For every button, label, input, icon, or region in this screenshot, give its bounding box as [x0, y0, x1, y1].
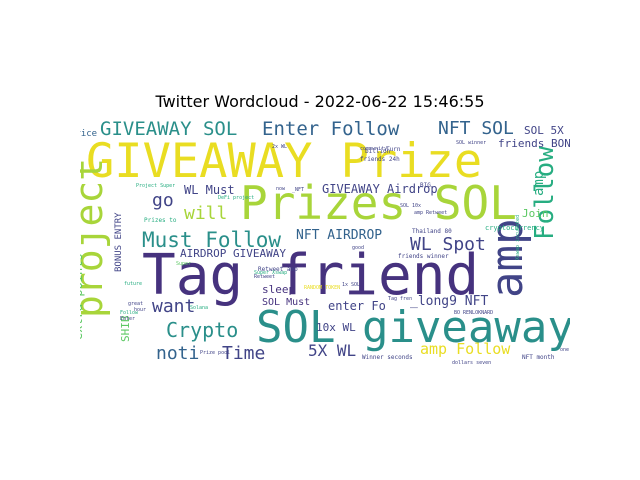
cloud-word: community [360, 146, 388, 152]
cloud-word: NFT month [522, 354, 555, 361]
cloud-word: Winner seconds [362, 354, 413, 361]
cloud-word: friends 24h [360, 156, 400, 163]
cloud-word: WL Must [184, 183, 235, 197]
cloud-word: cryptocurrency [485, 224, 545, 232]
cloud-word: NFT AIRDROP [296, 228, 383, 243]
cloud-word: SOL giveaway [256, 302, 570, 353]
cloud-word: noti [156, 343, 200, 364]
cloud-word: GIVEAWAY Prize [86, 134, 483, 189]
cloud-word: hour [134, 307, 147, 313]
cloud-word: enter Fo [328, 299, 386, 313]
cloud-word: friends winner [398, 253, 449, 260]
cloud-word: Join [522, 207, 549, 220]
cloud-word: SOL 10x [400, 203, 422, 209]
cloud-word: GIVEAWAY Airdrop [322, 182, 438, 196]
cloud-word: _NFT [292, 187, 305, 193]
cloud-word: 2x WL [272, 144, 288, 150]
cloud-word: good [352, 245, 365, 251]
cloud-word: DeFi project [218, 195, 255, 201]
figure-title: Twitter Wordcloud - 2022-06-22 15:46:55 [155, 92, 485, 111]
cloud-word: Retweet amp [258, 266, 298, 273]
cloud-word: want [152, 296, 196, 317]
cloud-word: SOL 5X [524, 124, 564, 137]
cloud-word: amp Retweet [414, 210, 448, 216]
cloud-word: amp Follow [420, 340, 511, 358]
cloud-word: Thailand 80 [412, 228, 452, 235]
cloud-word: Tag friend [142, 243, 480, 308]
cloud-word: Prizes SOL [240, 176, 517, 230]
cloud-word: billion [365, 148, 391, 155]
cloud-word: future [124, 281, 143, 287]
cloud-word: Crypto [166, 318, 239, 342]
cloud-word: extra points [80, 253, 85, 340]
cloud-word: Project Super [136, 183, 176, 189]
cloud-word: sleep [262, 283, 296, 296]
cloud-word: Enter [120, 316, 136, 322]
cloud-word: Follow [120, 310, 139, 316]
cloud-word: NFT SOL [438, 120, 514, 139]
cloud-word: 1x SOL [342, 282, 361, 288]
cloud-word: SOL winner [456, 140, 487, 146]
word-cloud: GIVEAWAY Prize Tag friend Prizes SOL SOL gi… [80, 120, 570, 365]
cloud-word: RANDOM TOKEN [304, 285, 341, 291]
cloud-word: Solana [190, 305, 209, 311]
cloud-word: SOL Must [262, 297, 311, 308]
cloud-word: Must Follow [142, 228, 282, 252]
cloud-word: WL Spot [410, 234, 486, 255]
cloud-word: GIVEAWAY SOL [100, 120, 238, 140]
cloud-word: 10x WL [316, 321, 356, 334]
cloud-word: _long9 NFT [410, 294, 489, 309]
cloud-word: Tag fren [388, 296, 413, 302]
cloud-word: go [152, 190, 174, 211]
cloud-word: amp [531, 170, 547, 196]
cloud-word: one [560, 347, 570, 353]
cloud-word: Prize pool [200, 350, 231, 356]
cloud-word: Super Xswap [254, 270, 288, 276]
cloud-word: AIRDROP GIVEAWAY [180, 247, 286, 260]
cloud-word: Time [222, 343, 266, 364]
cloud-word: now [276, 186, 286, 192]
cloud-word: Enter Follow [262, 120, 400, 140]
cloud-word: great [128, 301, 144, 307]
cloud-word: price [80, 129, 98, 139]
cloud-word: Super [176, 261, 192, 267]
cloud-word: will [184, 203, 228, 224]
cloud-word: BONUS ENTRY [114, 212, 124, 272]
cloud-word: dollars seven [452, 360, 492, 366]
cloud-word: Retweet [254, 274, 276, 280]
cloud-word: BIG [420, 182, 431, 189]
cloud-word: Turn [386, 146, 401, 153]
cloud-word: BO RENLOKNARD [454, 310, 494, 316]
cloud-word: Prizes to [144, 217, 177, 224]
cloud-word: friends BONU [498, 137, 570, 150]
cloud-word: 5X WL [308, 341, 357, 360]
cloud-word: Xswap incubated [515, 214, 521, 260]
